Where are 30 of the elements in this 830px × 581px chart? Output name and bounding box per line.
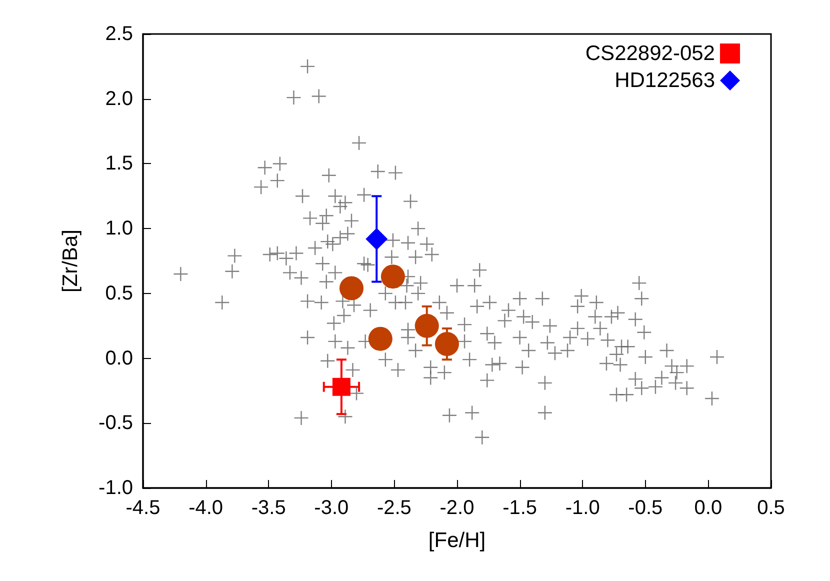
x-tick-label: -3.5 <box>251 497 286 519</box>
y-tick-label: 0.5 <box>105 282 133 304</box>
x-tick-label: -4.0 <box>188 497 224 519</box>
point <box>380 264 405 289</box>
point <box>340 276 364 300</box>
point <box>366 228 388 250</box>
x-tick-label: -1.5 <box>502 497 538 519</box>
y-tick-label: -1.0 <box>98 477 133 499</box>
y-tick-label: 2.0 <box>105 88 133 110</box>
x-tick-label: 0.0 <box>694 497 722 519</box>
point <box>414 314 439 338</box>
point <box>332 378 350 396</box>
x-tick-label: 0.5 <box>757 497 785 519</box>
x-tick-label: -2.5 <box>376 497 412 519</box>
y-tick-label: 0.0 <box>105 347 133 370</box>
y-axis-title: [Zr/Ba] <box>59 229 82 293</box>
y-tick-label: 1.0 <box>105 218 133 240</box>
legend-label: CS22892-052 <box>585 42 715 65</box>
legend-label: HD122563 <box>614 69 715 92</box>
y-tick-label: 2.5 <box>105 23 133 45</box>
x-tick-label: -1.0 <box>565 497 600 519</box>
x-axis-title: [Fe/H] <box>428 529 486 552</box>
point <box>368 326 392 351</box>
x-tick-label: -4.5 <box>126 497 160 519</box>
y-tick-label: 1.5 <box>105 152 133 175</box>
x-tick-label: -0.5 <box>628 497 663 519</box>
x-tick-label: -2.0 <box>440 497 474 519</box>
point <box>434 332 459 356</box>
y-tick-label: -0.5 <box>98 412 133 434</box>
x-tick-label: -3.0 <box>314 497 349 519</box>
